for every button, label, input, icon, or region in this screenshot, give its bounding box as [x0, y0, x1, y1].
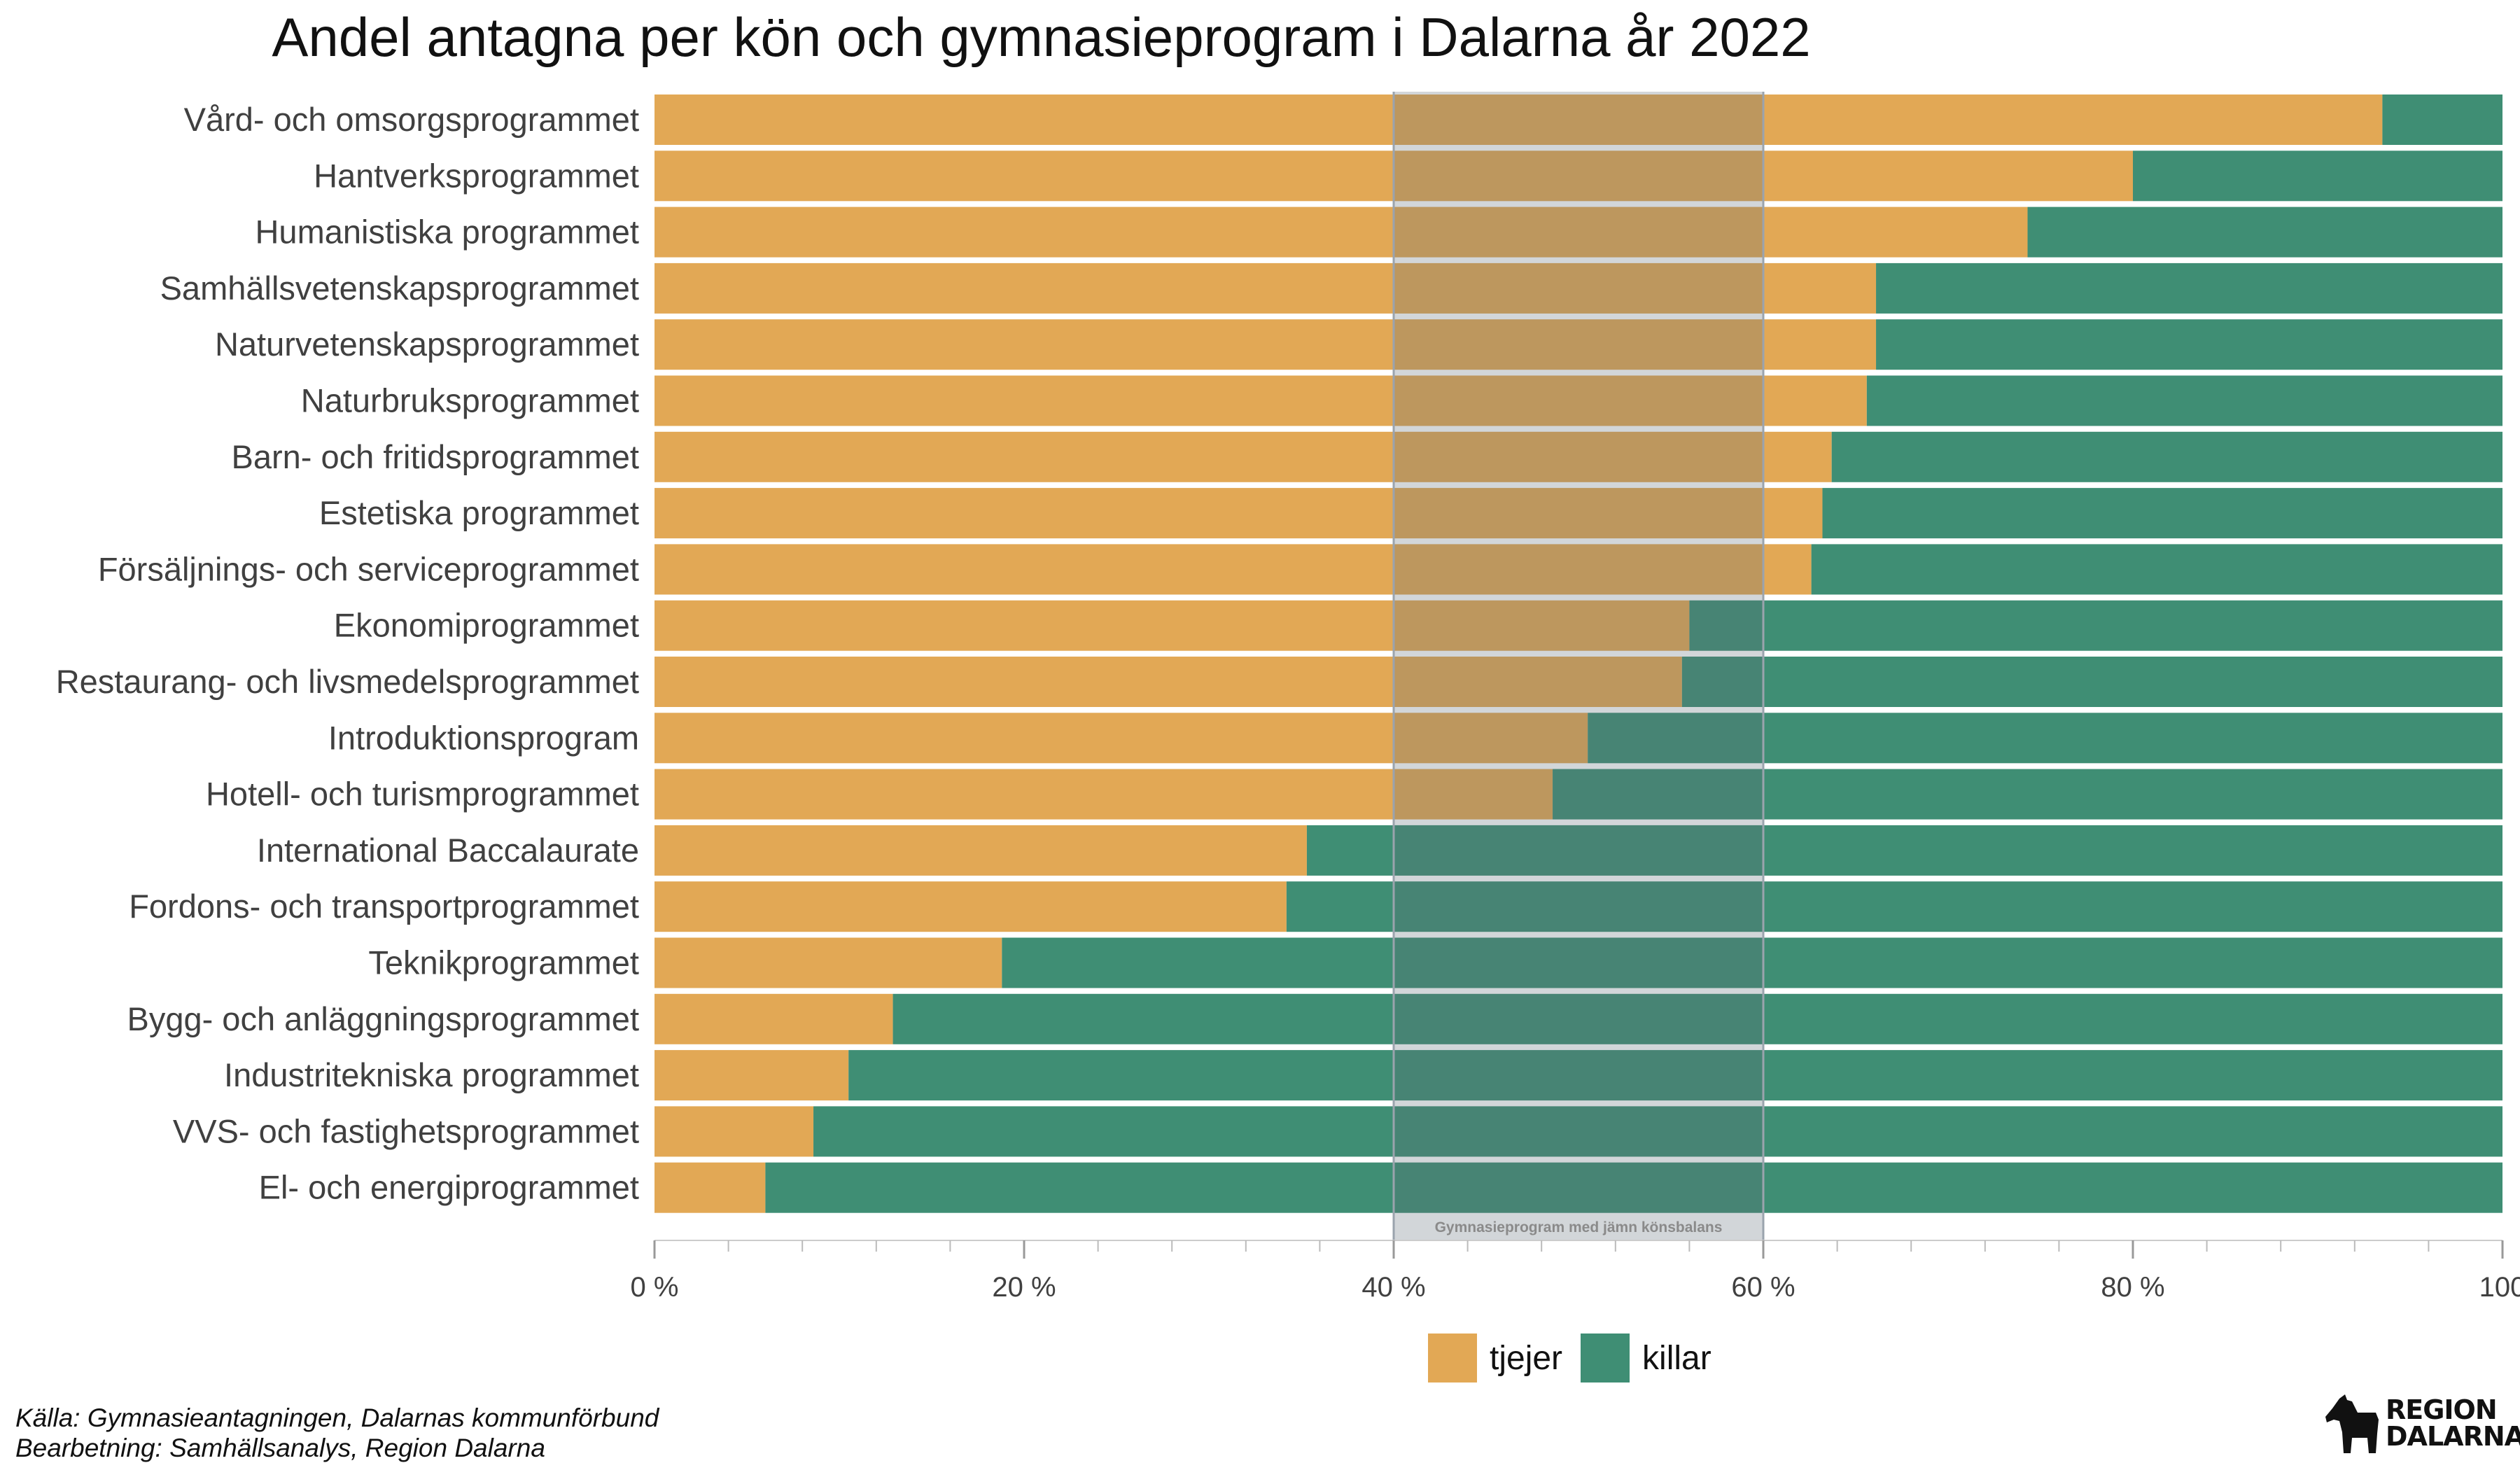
bar-tjejer-forsaljnings-och-serviceprogrammet	[654, 544, 1812, 595]
category-label: Bygg- och anläggningsprogrammet	[127, 1000, 639, 1037]
dala-horse-icon	[2325, 1394, 2379, 1453]
category-labels: Vård- och omsorgsprogrammet Hantverksprog…	[56, 101, 639, 1206]
legend-key-tjejer	[1428, 1334, 1477, 1382]
bar-killar-restaurang-och-livsmedelsprogrammet	[1681, 657, 2502, 707]
bar-tjejer-hotell-och-turismprogrammet	[654, 769, 1553, 820]
bars-layer	[654, 94, 2503, 1213]
logo-line-2: DALARNA	[2386, 1421, 2520, 1452]
x-tick-label: 20 %	[992, 1272, 1056, 1303]
logo-line-1: REGION	[2386, 1394, 2498, 1425]
x-tick-label: 0 %	[631, 1272, 679, 1303]
category-label: Hantverksprogrammet	[314, 157, 639, 194]
legend-item-tjejer: tjejer	[1428, 1334, 1562, 1382]
x-tick-label: 80 %	[2101, 1272, 2164, 1303]
category-label: Naturbruksprogrammet	[301, 382, 639, 419]
bar-tjejer-bygg-och-anlaggningsprogrammet	[654, 993, 893, 1044]
bar-killar-el-och-energiprogrammet	[765, 1162, 2503, 1213]
category-label: Restaurang- och livsmedelsprogrammet	[56, 663, 639, 700]
bar-tjejer-ekonomiprogrammet	[654, 600, 1690, 651]
bar-tjejer-fordons-och-transportprogrammet	[654, 881, 1287, 932]
bar-killar-naturvetenskapsprogrammet	[1876, 319, 2502, 370]
x-tick-label: 40 %	[1362, 1272, 1425, 1303]
bar-killar-humanistiska-programmet	[2027, 206, 2502, 258]
category-label: Fordons- och transportprogrammet	[129, 888, 639, 925]
bar-tjejer-naturvetenskapsprogrammet	[654, 319, 1877, 370]
bar-tjejer-barn-och-fritidsprogrammet	[654, 431, 1832, 482]
bar-tjejer-vvs-och-fastighetsprogrammet	[654, 1106, 814, 1157]
chart-title: Andel antagna per kön och gymnasieprogra…	[272, 6, 1811, 68]
x-tick-label: 60 %	[1731, 1272, 1795, 1303]
category-label: Teknikprogrammet	[368, 944, 639, 981]
balance-band: Gymnasieprogram med jämn könsbalans	[1392, 92, 1765, 1240]
category-label: El- och energiprogrammet	[259, 1169, 639, 1206]
category-label: VVS- och fastighetsprogrammet	[173, 1112, 639, 1149]
bar-tjejer-international-baccalaurate	[654, 825, 1307, 876]
bar-tjejer-teknikprogrammet	[654, 937, 1002, 988]
category-label: Humanistiska programmet	[255, 214, 639, 251]
bar-tjejer-humanistiska-programmet	[654, 206, 2028, 258]
category-label: Vård- och omsorgsprogrammet	[184, 101, 639, 138]
region-dalarna-logo: REGION DALARNA	[2324, 1392, 2520, 1455]
bar-tjejer-el-och-energiprogrammet	[654, 1162, 766, 1213]
category-label: Försäljnings- och serviceprogrammet	[98, 550, 639, 587]
bar-killar-hantverksprogrammet	[2133, 150, 2502, 202]
bar-killar-bygg-och-anlaggningsprogrammet	[892, 993, 2502, 1044]
bar-killar-ekonomiprogrammet	[1689, 600, 2502, 651]
bar-tjejer-restaurang-och-livsmedelsprogrammet	[654, 657, 1682, 707]
bar-killar-vard-och-omsorgsprogrammet	[2382, 94, 2502, 145]
legend-label-killar: killar	[1642, 1339, 1712, 1377]
category-label: Hotell- och turismprogrammet	[206, 776, 639, 813]
legend-item-killar: killar	[1581, 1334, 1712, 1382]
category-label: Industritekniska programmet	[224, 1056, 639, 1093]
x-tick-label: 100	[2479, 1272, 2520, 1303]
bar-tjejer-industritekniska-programmet	[654, 1050, 849, 1101]
category-label: Barn- och fritidsprogrammet	[232, 438, 639, 475]
category-label: Introduktionsprogram	[328, 719, 639, 756]
bar-killar-introduktionsprogram	[1588, 713, 2502, 764]
legend: tjejer killar	[1428, 1334, 1730, 1382]
balance-band-rect	[1394, 92, 1763, 1240]
x-axis: 0 % 20 % 40 % 60 % 80 % 100	[631, 1240, 2520, 1303]
bar-tjejer-introduktionsprogram	[654, 713, 1588, 764]
bar-killar-teknikprogrammet	[1002, 937, 2503, 988]
legend-key-killar	[1581, 1334, 1630, 1382]
bar-killar-estetiska-programmet	[1822, 488, 2502, 539]
logo-text: REGION DALARNA	[2381, 1396, 2520, 1450]
bar-killar-vvs-och-fastighetsprogrammet	[813, 1106, 2502, 1157]
bar-tjejer-vard-och-omsorgsprogrammet	[654, 94, 2383, 145]
bar-tjejer-naturbruksprogrammet	[654, 375, 1867, 426]
bar-tjejer-samhallsvetenskapsprogrammet	[654, 262, 1877, 314]
bar-killar-forsaljnings-och-serviceprogrammet	[1811, 544, 2502, 595]
bar-tjejer-estetiska-programmet	[654, 488, 1823, 539]
bar-killar-industritekniska-programmet	[848, 1050, 2502, 1101]
category-label: Naturvetenskapsprogrammet	[215, 326, 639, 363]
bar-killar-international-baccalaurate	[1306, 825, 2502, 876]
source-caption: Källa: Gymnasieantagningen, Dalarnas kom…	[15, 1404, 659, 1432]
processing-caption: Bearbetning: Samhällsanalys, Region Dala…	[15, 1434, 545, 1462]
bar-killar-fordons-och-transportprogrammet	[1286, 881, 2502, 932]
category-label: Estetiska programmet	[319, 494, 639, 531]
category-label: Samhällsvetenskapsprogrammet	[160, 270, 639, 307]
balance-band-label: Gymnasieprogram med jämn könsbalans	[1435, 1219, 1723, 1236]
bar-killar-hotell-och-turismprogrammet	[1553, 769, 2502, 820]
bar-killar-barn-och-fritidsprogrammet	[1831, 431, 2502, 482]
bar-killar-samhallsvetenskapsprogrammet	[1876, 262, 2502, 314]
bar-killar-naturbruksprogrammet	[1866, 375, 2502, 426]
legend-label-tjejer: tjejer	[1490, 1339, 1563, 1377]
category-label: International Baccalaurate	[257, 832, 639, 869]
category-label: Ekonomiprogrammet	[334, 607, 639, 644]
